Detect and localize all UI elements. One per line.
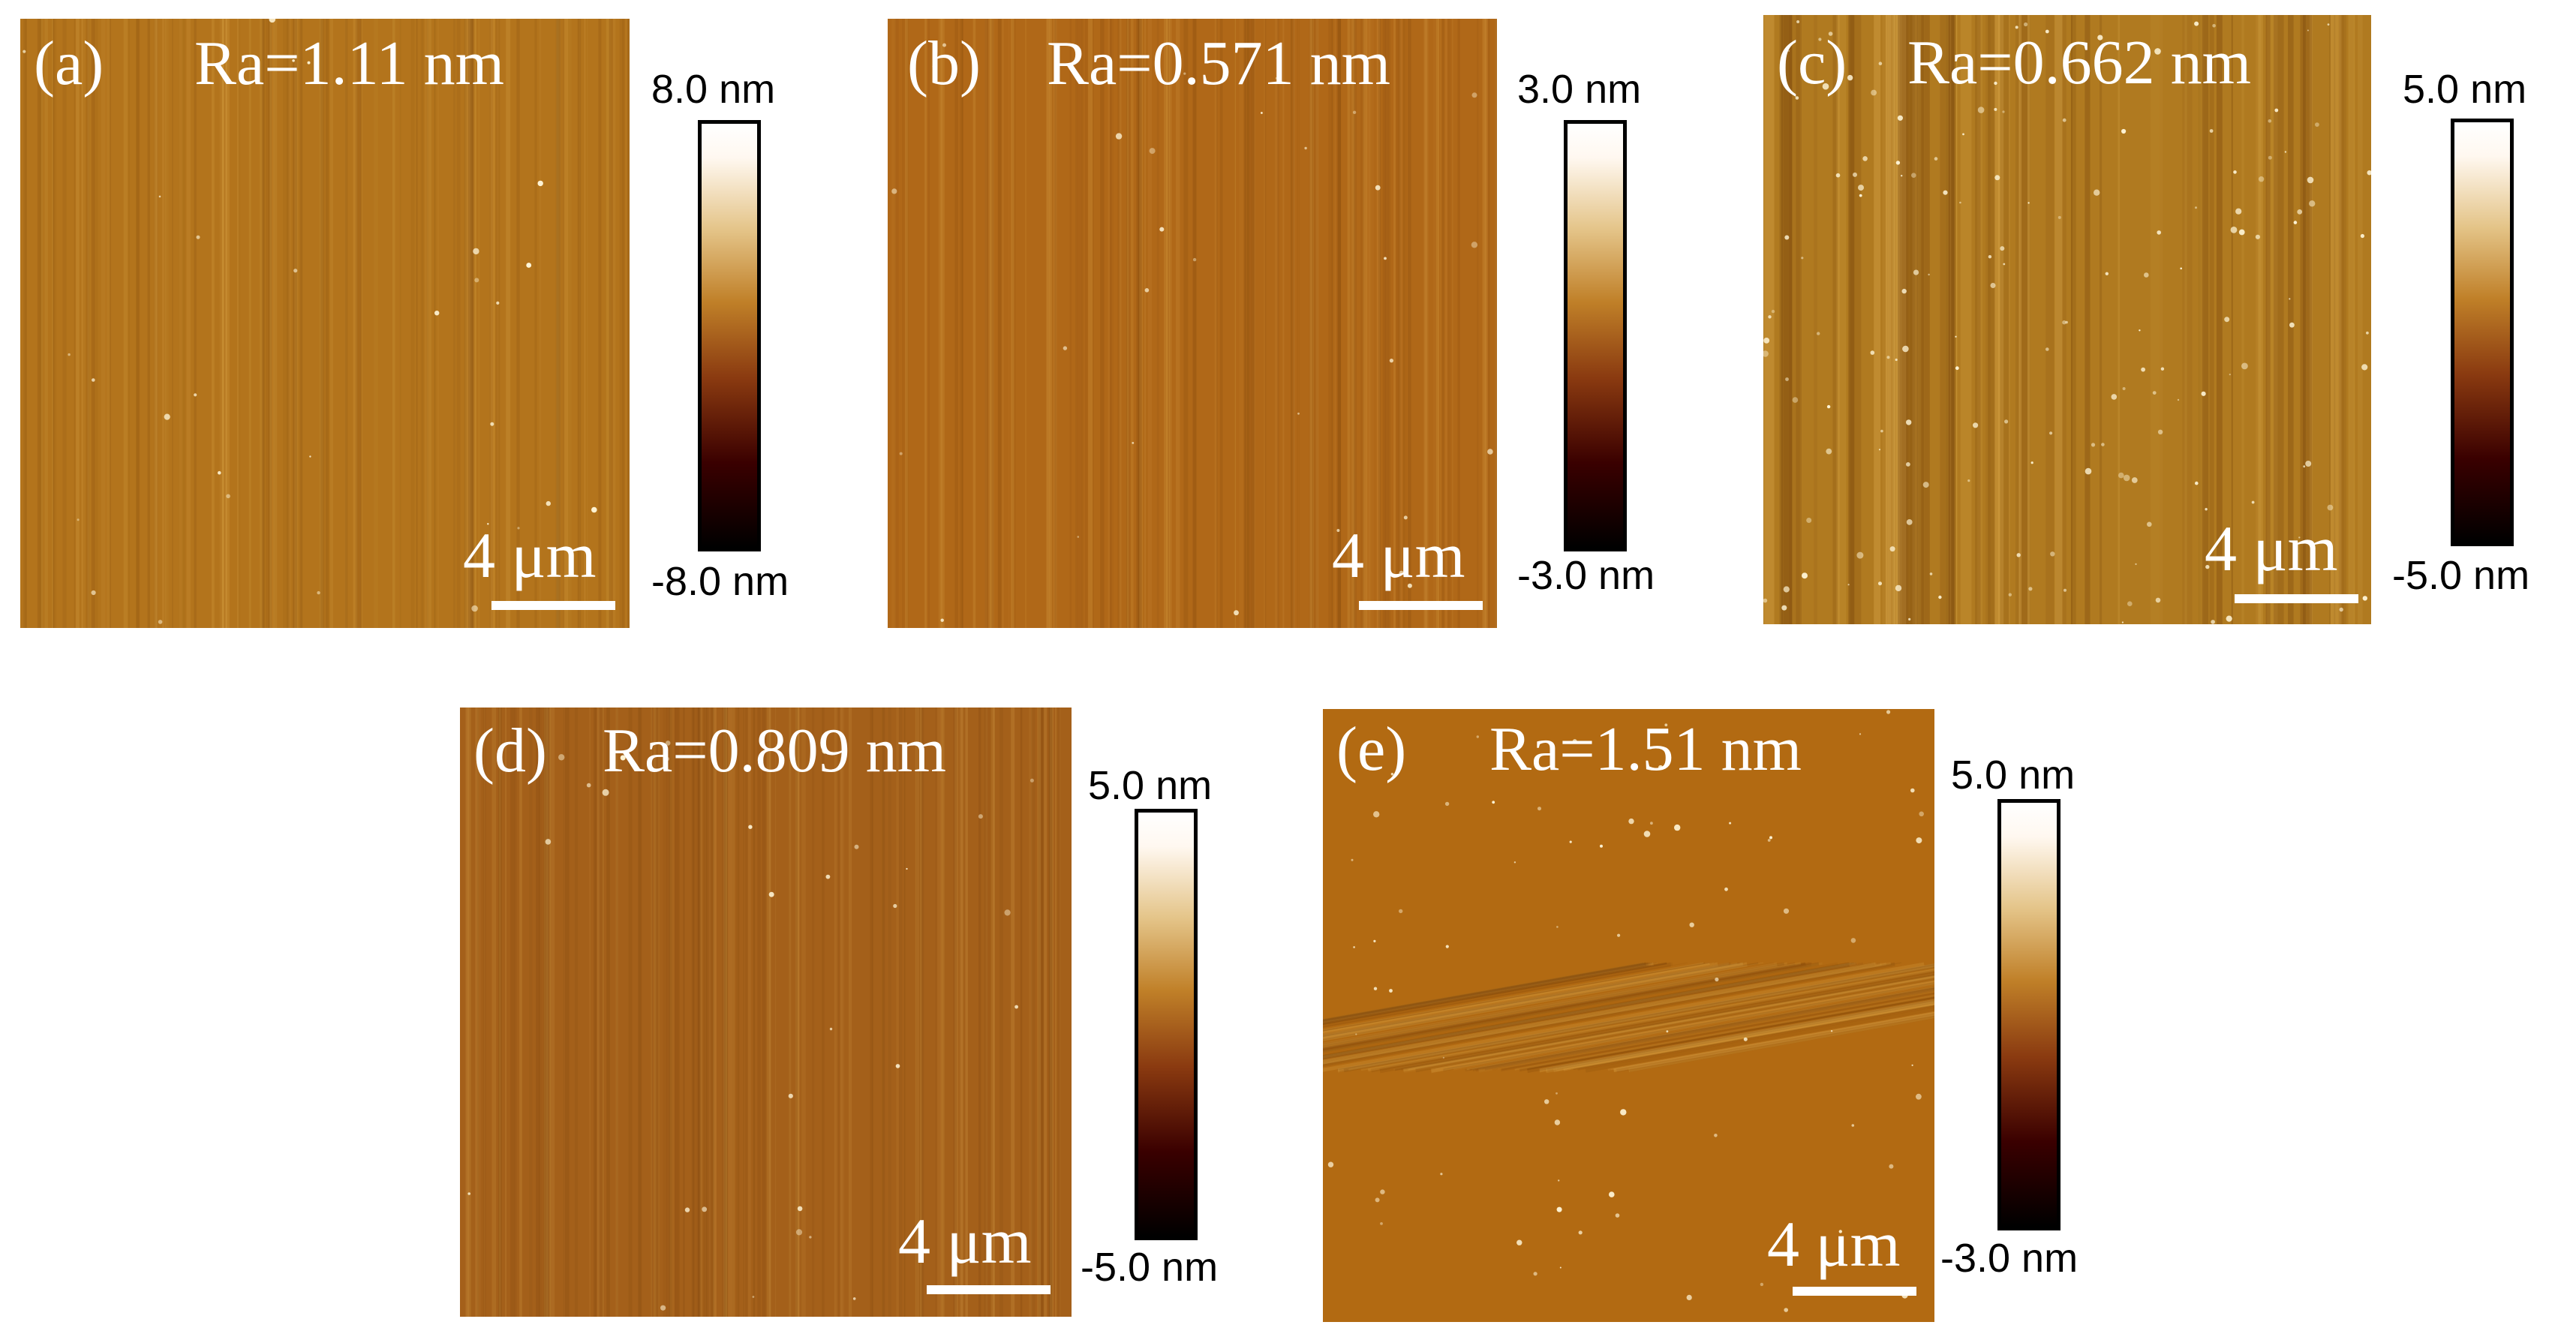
roughness-label-e: Ra=1.51 nm xyxy=(1489,714,1802,784)
afm-surface-b xyxy=(888,19,1497,628)
afm-surface-d xyxy=(460,708,1072,1317)
colorbar-max-c: 5.0 nm xyxy=(2403,67,2527,112)
scale-bar-c xyxy=(2235,594,2358,603)
scale-bar-label-e: 4 μm xyxy=(1767,1208,1901,1280)
panel-label-b: (b) xyxy=(907,29,981,98)
afm-image-a: (a) Ra=1.11 nm 4 μm xyxy=(20,19,630,628)
scale-bar-e xyxy=(1793,1287,1916,1296)
afm-image-b: (b) Ra=0.571 nm 4 μm xyxy=(888,19,1497,628)
afm-surface-c xyxy=(1763,15,2371,624)
panel-label-c: (c) xyxy=(1777,28,1847,98)
colorbar-d xyxy=(1135,809,1198,1240)
colorbar-min-b: -3.0 nm xyxy=(1517,553,1655,598)
afm-surface-a xyxy=(20,19,630,628)
scale-bar-a xyxy=(491,601,615,610)
colorbar-max-e: 5.0 nm xyxy=(1951,753,2076,798)
panel-label-e: (e) xyxy=(1336,714,1407,784)
scale-bar-label-c: 4 μm xyxy=(2205,512,2338,584)
colorbar-min-c: -5.0 nm xyxy=(2392,553,2530,598)
scale-bar-b xyxy=(1359,601,1483,610)
colorbar-e xyxy=(1997,799,2060,1230)
colorbar-min-a: -8.0 nm xyxy=(651,559,789,604)
colorbar-a xyxy=(698,120,761,551)
colorbar-max-a: 8.0 nm xyxy=(651,67,776,112)
afm-image-c: (c) Ra=0.662 nm 4 μm xyxy=(1763,15,2371,624)
afm-image-e: (e) Ra=1.51 nm 4 μm xyxy=(1323,709,1934,1322)
panel-label-a: (a) xyxy=(34,29,104,98)
colorbar-b xyxy=(1564,120,1627,551)
roughness-label-a: Ra=1.11 nm xyxy=(194,29,504,98)
scale-bar-label-b: 4 μm xyxy=(1332,519,1465,591)
scale-bar-label-a: 4 μm xyxy=(463,519,597,591)
scale-bar-d xyxy=(927,1285,1051,1294)
colorbar-min-d: -5.0 nm xyxy=(1081,1245,1219,1290)
colorbar-max-d: 5.0 nm xyxy=(1088,763,1213,808)
colorbar-max-b: 3.0 nm xyxy=(1517,67,1642,112)
afm-surface-e xyxy=(1323,709,1934,1322)
colorbar-c xyxy=(2451,119,2514,546)
roughness-label-d: Ra=0.809 nm xyxy=(603,716,947,786)
afm-image-d: (d) Ra=0.809 nm 4 μm xyxy=(460,708,1072,1317)
roughness-label-c: Ra=0.662 nm xyxy=(1907,28,2252,98)
colorbar-min-e: -3.0 nm xyxy=(1940,1236,2079,1281)
scale-bar-label-d: 4 μm xyxy=(898,1205,1032,1277)
panel-label-d: (d) xyxy=(473,716,547,786)
roughness-label-b: Ra=0.571 nm xyxy=(1047,29,1391,98)
